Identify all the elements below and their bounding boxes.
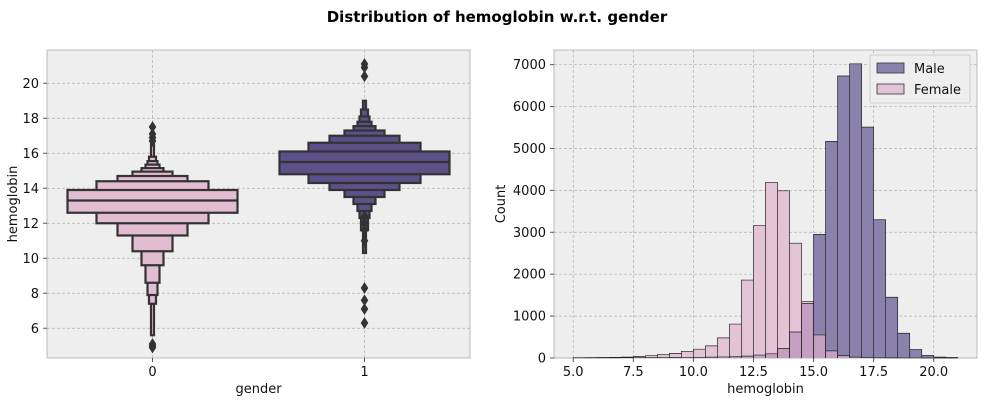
boxen-plot-marks	[66, 58, 451, 354]
histogram-bar-overlap	[705, 357, 718, 358]
histogram-y-tick-label: 3000	[513, 226, 546, 241]
histogram-bar-female	[741, 280, 754, 357]
histogram-bar-female	[705, 345, 718, 358]
histogram-x-ticks: 5.0 7.5 10.0 12.5 15.0 17.5 20.0	[563, 358, 948, 380]
boxen-y-tick-label: 18	[22, 112, 39, 127]
histogram-bar-male	[897, 333, 910, 358]
histogram-bar-overlap	[777, 348, 790, 358]
boxen-outlier	[148, 338, 157, 350]
boxen-outlier	[360, 58, 369, 70]
boxen-outlier	[148, 121, 157, 133]
histogram-bar-male	[873, 219, 886, 358]
histogram-bar-female	[765, 182, 778, 354]
histogram-bar-overlap	[849, 357, 862, 358]
histogram: 0 1000 2000 3000 4000 5000 6000 7000 5.0 7.5 10.0…	[494, 49, 978, 397]
histogram-bar-overlap	[765, 353, 778, 358]
histogram-x-tick-label: 17.5	[859, 365, 888, 380]
boxen-outlier	[360, 294, 369, 307]
histogram-y-tick-label: 4000	[513, 184, 546, 199]
boxen-y-tick-label: 12	[22, 217, 39, 232]
histogram-bar-overlap	[813, 334, 826, 358]
histogram-bar-female	[669, 353, 682, 358]
histogram-y-tick-label: 0	[538, 352, 546, 367]
legend-label-female: Female	[914, 83, 961, 98]
histogram-x-tick-label: 15.0	[799, 365, 828, 380]
histogram-y-tick-label: 6000	[513, 100, 546, 115]
histogram-bar-overlap	[729, 356, 742, 358]
histogram-bar-overlap	[789, 332, 802, 358]
boxen-x-tick-label: 0	[148, 365, 156, 380]
boxen-outlier	[360, 210, 369, 223]
boxen-plot-y-label: hemoglobin	[6, 166, 21, 243]
boxen-outlier	[360, 224, 369, 237]
histogram-bar-male	[813, 234, 826, 335]
boxen-y-tick-label: 14	[22, 182, 39, 197]
histogram-y-label: Count	[494, 185, 509, 224]
histogram-bar-male	[849, 63, 862, 358]
histogram-bar-overlap	[837, 355, 850, 358]
histogram-legend: Male Female	[869, 54, 971, 104]
boxen-y-tick-label: 10	[22, 252, 39, 267]
boxen-y-tick-label: 8	[31, 287, 39, 302]
histogram-bar-female	[633, 356, 646, 358]
histogram-bar-female	[657, 354, 670, 358]
histogram-x-tick-label: 5.0	[563, 365, 584, 380]
histogram-y-tick-label: 1000	[513, 310, 546, 325]
histogram-bar-female	[717, 337, 730, 357]
legend-swatch-male	[876, 62, 905, 74]
histogram-bar-female	[729, 324, 742, 357]
figure-title: Distribution of hemoglobin w.r.t. gender	[327, 8, 668, 26]
histogram-y-tick-label: 5000	[513, 142, 546, 157]
histogram-x-tick-label: 12.5	[739, 365, 768, 380]
boxen-y-tick-label: 16	[22, 147, 39, 162]
boxen-outlier	[360, 317, 369, 329]
histogram-bar-overlap	[717, 356, 730, 358]
boxen-x-tick-label: 1	[360, 365, 368, 380]
boxen-y-tick-label: 20	[22, 77, 39, 92]
boxen-outlier	[360, 282, 369, 294]
histogram-bar-overlap	[801, 303, 814, 358]
histogram-bar-female	[681, 351, 694, 358]
histogram-bar-female	[801, 301, 814, 304]
boxen-outlier	[360, 303, 369, 315]
histogram-bar-male	[885, 297, 898, 358]
boxen-plot-x-label: gender	[235, 382, 282, 397]
histogram-marks	[572, 63, 959, 359]
legend-swatch-female	[876, 83, 905, 95]
histogram-bar-female	[753, 225, 766, 356]
histogram-y-tick-label: 2000	[513, 268, 546, 283]
histogram-x-tick-label: 20.0	[919, 365, 948, 380]
boxen-outlier	[360, 70, 369, 83]
histogram-y-tick-label: 7000	[513, 58, 546, 73]
histogram-bar-female	[693, 349, 706, 358]
histogram-bar-male	[825, 141, 838, 351]
histogram-bar-female	[789, 243, 802, 333]
boxen-outlier	[360, 234, 369, 247]
histogram-bar-overlap	[741, 356, 754, 358]
histogram-bar-male	[933, 357, 946, 358]
histogram-bar-male	[921, 355, 934, 358]
histogram-bar-overlap	[753, 355, 766, 358]
histogram-bar-female	[645, 355, 658, 358]
legend-label-male: Male	[914, 62, 945, 77]
histogram-x-tick-label: 7.5	[623, 365, 644, 380]
histogram-x-label: hemoglobin	[727, 382, 804, 397]
histogram-series-male-outline	[572, 63, 959, 359]
histogram-bar-male	[909, 349, 922, 358]
boxen-y-tick-label: 6	[31, 322, 39, 337]
histogram-y-ticks: 0 1000 2000 3000 4000 5000 6000 7000	[513, 58, 554, 367]
boxen-outlier	[360, 217, 369, 230]
histogram-x-tick-label: 10.0	[679, 365, 708, 380]
histogram-bar-female	[777, 190, 790, 349]
histogram-bar-overlap	[825, 350, 838, 358]
boxen-outlier	[148, 128, 157, 140]
histogram-bar-male	[861, 127, 874, 358]
histogram-bar-male	[837, 75, 850, 356]
boxen-plot-y-ticks: 6 8 10 12 14 16 18 20	[22, 77, 47, 337]
